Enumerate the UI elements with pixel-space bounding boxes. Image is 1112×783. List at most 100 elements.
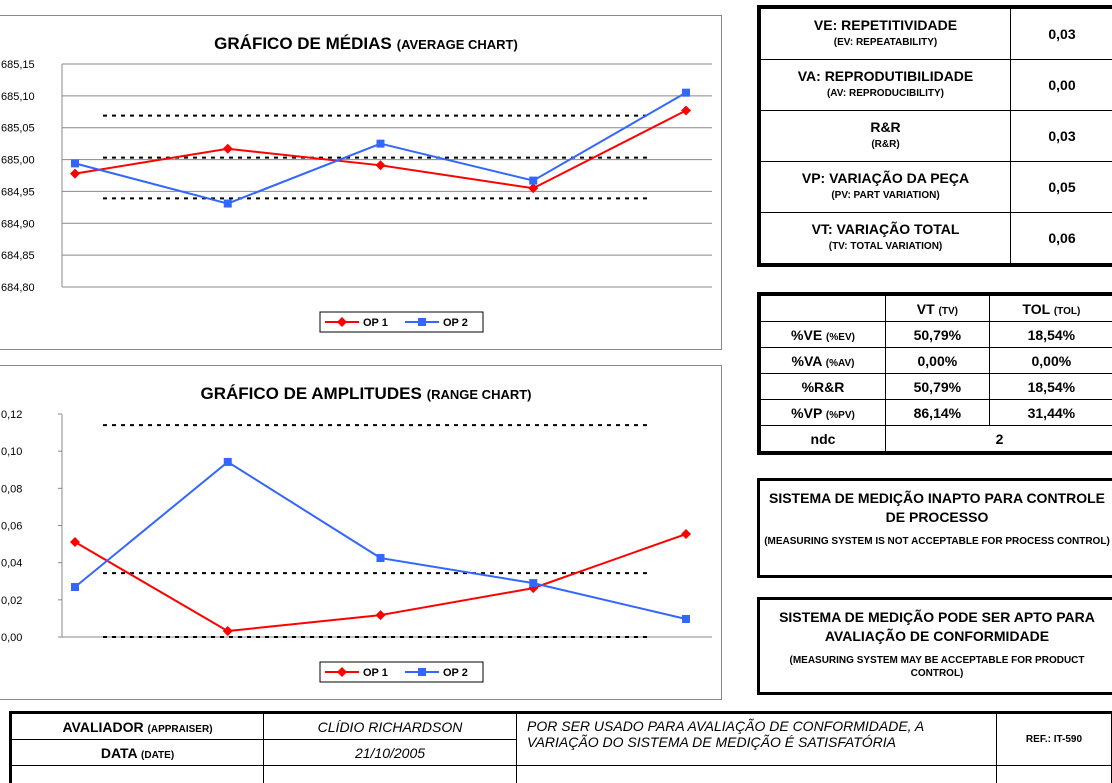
row-label: %VE (%EV) [760, 321, 886, 348]
value: 0,00 [1010, 59, 1112, 111]
sublabel: (EV: REPEATABILITY) [833, 37, 938, 48]
marker [681, 105, 691, 116]
verdict-note: (MEASURING SYSTEM MAY BE ACCEPTABLE FOR … [789, 655, 1085, 679]
legend-box [319, 661, 484, 683]
header: VT (TV) [885, 295, 990, 322]
sublabel: (AV: REPRODUCIBILITY) [826, 88, 945, 99]
value: CLÍDIO RICHARDSON [263, 713, 517, 740]
label-cell: VA: REPRODUTIBILIDADE (AV: REPRODUCIBILIT… [760, 59, 1011, 111]
y-tick-label: 685,05 [1, 123, 35, 135]
label-cell: VE: REPETITIVIDADE (EV: REPEATABILITY) [760, 8, 1011, 60]
title: GRÁFICO DE MÉDIAS [214, 34, 392, 53]
subtitle: (AVERAGE CHART) [397, 37, 518, 52]
marker [376, 554, 385, 563]
y-tick-label: 0,10 [1, 446, 22, 458]
row: R&R (R&R) 0,03 [760, 110, 1112, 162]
label: VT: VARIAÇÃO TOTAL [811, 221, 960, 237]
verdict-title: SISTEMA DE MEDIÇÃO PODE SER APTO PARA AV… [779, 609, 1095, 644]
y-tick-label: 0,12 [1, 409, 22, 421]
variation-table: VE: REPETITIVIDADE (EV: REPEATABILITY) 0,0… [757, 5, 1112, 267]
marker [70, 537, 80, 548]
label: AVALIADOR [62, 718, 144, 735]
legend-label: OP 2 [443, 317, 468, 329]
value: 0,06 [1010, 212, 1112, 264]
header-sub: (TV) [938, 305, 958, 317]
sublabel: (TV: TOTAL VARIATION) [828, 241, 943, 252]
title: GRÁFICO DE AMPLITUDES [200, 384, 421, 403]
value: 18,54% [988, 321, 1112, 348]
row-sub: (%AV) [825, 357, 855, 369]
subtitle: (RANGE CHART) [427, 387, 532, 402]
ref: REF.: IT-590 [996, 713, 1112, 766]
y-tick-label: 685,10 [1, 91, 35, 103]
ndc-value: 2 [885, 425, 1112, 452]
marker [682, 88, 690, 97]
value: 50,79% [885, 373, 990, 400]
label: R&R [870, 119, 901, 135]
marker [681, 529, 691, 540]
marker [528, 183, 539, 194]
label: VE: REPETITIVIDADE [813, 17, 958, 33]
y-tick-label: 0,02 [1, 595, 22, 607]
verdict-title: SISTEMA DE MEDIÇÃO INAPTO PARA CONTROLE … [768, 490, 1105, 525]
header: TOL (TOL) [988, 295, 1112, 322]
chart-title: GRÁFICO DE MÉDIAS (AVERAGE CHART) [214, 34, 518, 53]
verdict-box: SISTEMA DE MEDIÇÃO PODE SER APTO PARA AV… [757, 597, 1112, 695]
row: %R&R 50,79% 18,54% [760, 373, 1112, 400]
marker [71, 583, 79, 592]
row: %VP (%PV) 86,14% 31,44% [760, 399, 1112, 426]
value: 0,03 [1010, 8, 1112, 60]
value: 50,79% [885, 321, 990, 348]
series-line [74, 109, 687, 190]
legend-marker [337, 317, 347, 327]
marker [222, 143, 233, 154]
table: VE: REPETITIVIDADE (EV: REPEATABILITY) 0,0… [760, 8, 1112, 264]
legend-label: OP 1 [363, 667, 388, 679]
row: VT: VARIAÇÃO TOTAL (TV: TOTAL VARIATION) 0… [760, 212, 1112, 264]
row: VP: VARIAÇÃO DA PEÇA (PV: PART VARIATION)… [760, 161, 1112, 213]
marker [529, 579, 538, 588]
row-label: %R&R [760, 373, 886, 400]
percent-table: VT (TV) TOL (TOL) %VE (%EV) 50,79% 18,54% %VA… [757, 292, 1112, 455]
marker [682, 614, 690, 623]
y-tick-label: 0,06 [1, 521, 22, 533]
y-tick-label: 685,00 [1, 155, 35, 167]
y-tick-label: 0,08 [1, 483, 22, 495]
value: 31,44% [988, 399, 1112, 426]
marker [529, 176, 538, 185]
marker [222, 626, 233, 637]
label: DATA [100, 744, 138, 761]
value: 18,54% [988, 373, 1112, 400]
legend-box [319, 311, 484, 333]
legend-marker [418, 668, 426, 676]
y-tick-label: 684,85 [1, 250, 35, 262]
legend-marker [418, 318, 426, 326]
y-tick-label: 0,00 [1, 632, 22, 644]
footer-table: AVALIADOR (APPRAISER) CLÍDIO RICHARDSON … [9, 711, 1112, 783]
ndc-row: ndc 2 [760, 425, 1112, 452]
row-main: %VA [791, 352, 822, 369]
value: 21/10/2005 [263, 739, 517, 766]
row: VE: REPETITIVIDADE (EV: REPEATABILITY) 0,0… [760, 8, 1112, 60]
note: POR SER USADO PARA AVALIAÇÃO DE CONFORMI… [516, 713, 997, 766]
header-main: VT [916, 300, 935, 317]
chart: GRÁFICO DE AMPLITUDES (RANGE CHART) 0,00 0,… [1, 384, 712, 683]
marker [223, 199, 232, 208]
table: AVALIADOR (APPRAISER) CLÍDIO RICHARDSON … [11, 713, 1112, 783]
ndc-label: ndc [760, 425, 886, 452]
label-cell: VT: VARIAÇÃO TOTAL (TV: TOTAL VARIATION) [760, 212, 1011, 264]
legend-label: OP 1 [363, 317, 388, 329]
y-tick-label: 684,90 [1, 218, 35, 230]
row: %VA (%AV) 0,00% 0,00% [760, 347, 1112, 374]
label-cell: VP: VARIAÇÃO DA PEÇA (PV: PART VARIATION) [760, 161, 1011, 213]
row-label: %VA (%AV) [760, 347, 886, 374]
row-sub: (%EV) [826, 331, 855, 343]
marker [71, 159, 79, 168]
row-label: %VP (%PV) [760, 399, 886, 426]
marker [223, 457, 232, 466]
header-row: VT (TV) TOL (TOL) [760, 295, 1112, 322]
sublabel: (DATE) [141, 749, 175, 761]
chart: GRÁFICO DE MÉDIAS (AVERAGE CHART) 684,80 68… [1, 34, 712, 333]
label: VP: VARIAÇÃO DA PEÇA [801, 170, 970, 186]
